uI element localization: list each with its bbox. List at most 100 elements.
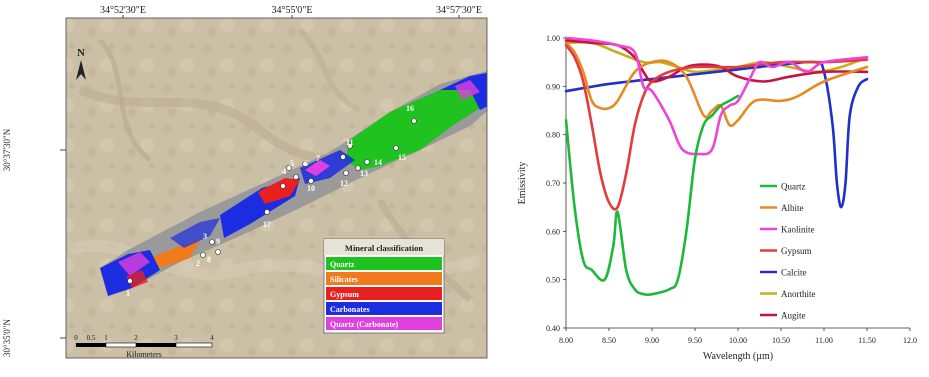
- sample-point: [364, 159, 370, 165]
- legend-label: Quartz: [781, 182, 806, 192]
- scale-tick-label: 0.5: [87, 334, 96, 342]
- x-tick-label: 9.00: [645, 336, 659, 345]
- top-coord-label: 34°57'30"E: [436, 5, 482, 16]
- sample-point: [264, 209, 270, 215]
- sample-point: [127, 278, 133, 284]
- point-label: 15: [398, 153, 406, 162]
- legend-label: Carbonates: [330, 305, 370, 314]
- top-coord-label: 34°55'0"E: [272, 5, 313, 16]
- point-label: 13: [360, 169, 368, 178]
- sample-point: [209, 239, 215, 245]
- x-tick-label: 11.50: [858, 336, 876, 345]
- x-tick-label: 9.50: [688, 336, 702, 345]
- sample-points: [127, 118, 417, 284]
- sample-point: [293, 174, 299, 180]
- legend-label: Silicates: [330, 275, 358, 284]
- point-label: 12: [340, 179, 348, 188]
- x-axis-label: Wavelength (µm): [703, 351, 773, 362]
- north-arrow-icon: N: [76, 47, 86, 80]
- x-tick-label: 11.00: [815, 336, 833, 345]
- series-lines: [564, 36, 869, 297]
- map-legend: Mineral classification Quartz Silicates Gy…: [323, 238, 445, 334]
- scale-tick-label: 0: [74, 334, 78, 342]
- legend-label: Gypsum: [781, 246, 812, 256]
- map-frame: [65, 17, 488, 359]
- point-label: 9: [216, 237, 220, 246]
- point-label: 7: [316, 154, 320, 163]
- mineral-map: 34°52'30"E 34°55'0"E 34°57'30"E 30°37'30…: [2, 5, 488, 359]
- x-ticks: 8.00 8.50 9.00 9.50 10.00 10.50 11.00 11.50 12.0: [559, 328, 917, 345]
- legend-swatch: [326, 257, 442, 270]
- point-label: 1: [126, 289, 130, 298]
- y-tick-label: 0.70: [546, 179, 560, 188]
- point-label: 5: [290, 159, 294, 168]
- x-tick-label: 8.00: [559, 336, 573, 345]
- sample-point: [215, 249, 221, 255]
- scale-tick-label: 4: [210, 334, 214, 342]
- sample-point: [308, 178, 314, 184]
- sample-point-labels: 1 2 3 4 5 6 7 8 9 10 11 12 13 14 15 16 1…: [126, 104, 414, 298]
- legend-swatch: [326, 317, 442, 330]
- scale-tick-label: 1: [104, 334, 108, 342]
- sample-point: [280, 183, 286, 189]
- series-line-gypsum: [564, 43, 869, 211]
- legend-label: Gypsum: [330, 290, 359, 299]
- sample-point: [355, 165, 361, 171]
- top-coord-label: 34°52'30"E: [100, 5, 146, 16]
- sample-point: [347, 143, 353, 149]
- map-panel: 34°52'30"E 34°55'0"E 34°57'30"E 30°37'30…: [2, 5, 488, 359]
- y-tick-label: 0.90: [546, 82, 560, 91]
- y-tick-label: 0.60: [546, 227, 560, 236]
- x-tick-label: 8.50: [602, 336, 616, 345]
- sample-point: [200, 252, 206, 258]
- satellite-image: 1 2 3 4 5 6 7 8 9 10 11 12 13 14 15 16 1…: [66, 18, 487, 359]
- point-label: 2: [196, 259, 200, 268]
- y-ticks: 0.40 0.50 0.60 0.70 0.80 0.90 1.00: [546, 34, 566, 333]
- y-tick-label: 0.40: [546, 324, 560, 333]
- sample-point: [340, 154, 346, 160]
- legend-title: Mineral classification: [345, 243, 423, 253]
- sample-point: [286, 165, 292, 171]
- point-label: 4: [282, 167, 286, 176]
- point-label: 11: [346, 138, 354, 147]
- point-label: 17: [263, 220, 271, 229]
- legend-swatch: [326, 302, 442, 315]
- sample-point: [411, 118, 417, 124]
- legend-label: Augite: [781, 311, 806, 321]
- north-label: N: [77, 47, 85, 59]
- point-label: 16: [406, 104, 414, 113]
- legend-swatch: [326, 287, 442, 300]
- left-coord-label: 30°37'30"N: [2, 128, 12, 171]
- chart-legend: Quartz Albite Kaolinite Gypsum Calcite Anorth…: [760, 182, 816, 321]
- legend-swatch: [326, 272, 442, 285]
- legend-label: Quartz (Carbonate): [330, 320, 399, 329]
- x-tick-label: 12.0: [903, 336, 917, 345]
- series-line-quartz: [564, 94, 740, 297]
- scale-tick-label: 2: [134, 334, 138, 342]
- sample-point: [302, 161, 308, 167]
- point-label: 3: [203, 232, 207, 241]
- point-label: 6: [304, 159, 308, 168]
- left-coord-label: 30°35'0"N: [2, 319, 12, 357]
- y-tick-label: 0.50: [546, 276, 560, 285]
- series-line-albite: [564, 41, 869, 128]
- point-label: 14: [374, 158, 382, 167]
- point-label: 10: [307, 184, 315, 193]
- y-tick-label: 1.00: [546, 34, 560, 43]
- y-tick-label: 0.80: [546, 131, 560, 140]
- sample-point: [393, 145, 399, 151]
- scale-unit: Kilometers: [126, 350, 162, 359]
- legend-label: Kaolinite: [781, 225, 815, 235]
- point-label: 8: [207, 255, 211, 264]
- legend-label: Quartz: [330, 260, 355, 269]
- x-tick-label: 10.00: [729, 336, 747, 345]
- legend-label: Anorthite: [781, 289, 816, 299]
- scale-tick-label: 3: [174, 334, 178, 342]
- classification-strip: [100, 70, 487, 296]
- y-axis-label: Emissivity: [517, 162, 528, 205]
- x-tick-label: 10.50: [772, 336, 790, 345]
- series-line-kaolinite: [564, 36, 869, 156]
- scale-bar: 0 0.5 1 2 3 4 Kilometers: [74, 334, 214, 359]
- chart-panel: 8.00 8.50 9.00 9.50 10.00 10.50 11.00 11.50 12.0…: [505, 0, 929, 372]
- emissivity-chart: 8.00 8.50 9.00 9.50 10.00 10.50 11.00 11.50 12.0…: [517, 34, 917, 362]
